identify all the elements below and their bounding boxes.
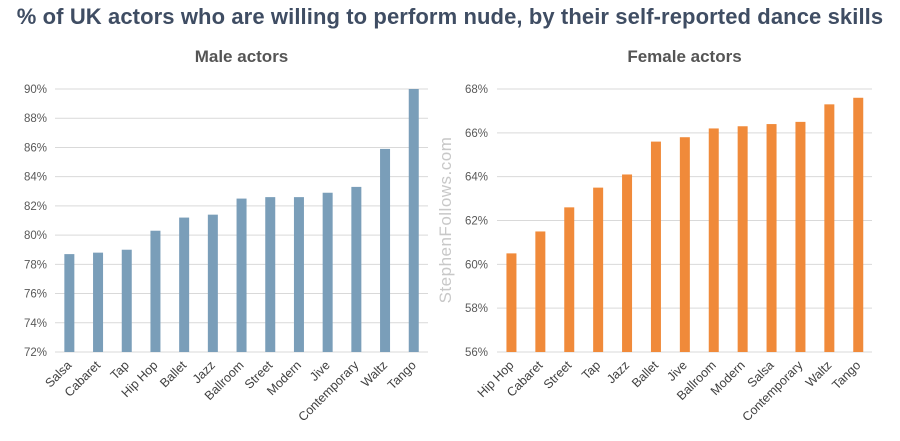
bar xyxy=(150,230,161,352)
panel-title: Female actors xyxy=(627,47,741,66)
bar xyxy=(64,254,75,352)
y-tick-label: 58% xyxy=(465,303,488,315)
x-category-label: Tango xyxy=(385,358,419,392)
y-tick-label: 84% xyxy=(24,172,47,184)
x-category-label: Jazz xyxy=(604,358,632,386)
bar xyxy=(766,124,777,352)
bar xyxy=(737,126,748,352)
bar xyxy=(351,186,362,352)
bar xyxy=(207,214,218,352)
y-tick-label: 78% xyxy=(24,259,47,271)
x-category-label: Tango xyxy=(829,358,863,392)
y-tick-label: 56% xyxy=(465,347,488,359)
bar xyxy=(650,141,661,352)
bar xyxy=(408,89,419,352)
bar xyxy=(795,121,806,352)
bar xyxy=(265,197,276,352)
bar xyxy=(679,137,690,352)
bar xyxy=(179,217,190,352)
bar xyxy=(293,197,304,352)
y-tick-label: 74% xyxy=(24,318,47,330)
bar xyxy=(593,187,604,352)
bar xyxy=(121,249,132,352)
x-category-label: Ballet xyxy=(629,358,661,390)
y-tick-label: 86% xyxy=(24,142,47,154)
y-tick-label: 76% xyxy=(24,289,47,301)
bar xyxy=(322,192,333,352)
x-category-label: Ballet xyxy=(157,358,189,390)
bar xyxy=(708,128,719,352)
y-tick-label: 66% xyxy=(465,128,488,140)
bar xyxy=(535,231,546,352)
y-tick-label: 80% xyxy=(24,230,47,242)
watermark-text: StephenFollows.com xyxy=(436,136,455,304)
bar xyxy=(506,253,517,352)
x-category-label: Tap xyxy=(579,358,603,382)
bar xyxy=(564,207,575,352)
y-tick-label: 64% xyxy=(465,172,488,184)
bar xyxy=(93,252,104,352)
chart-main-title: % of UK actors who are willing to perfor… xyxy=(16,4,884,29)
y-tick-label: 72% xyxy=(24,347,47,359)
y-tick-label: 60% xyxy=(465,259,488,271)
bar xyxy=(236,198,247,352)
bar xyxy=(853,97,864,353)
x-category-label: Waltz xyxy=(803,358,835,390)
y-tick-label: 62% xyxy=(465,216,488,228)
y-tick-label: 82% xyxy=(24,201,47,213)
y-tick-label: 90% xyxy=(24,84,47,96)
bar xyxy=(824,104,835,352)
y-tick-label: 68% xyxy=(465,84,488,96)
x-category-label: Tap xyxy=(108,358,132,382)
bar xyxy=(622,174,633,352)
bar xyxy=(380,148,391,352)
x-category-label: Street xyxy=(541,358,575,392)
panel-title: Male actors xyxy=(195,47,289,66)
chart-panel-male: Male actors 72% 74% 76% 78% 80% 82% 84% 86% 88% 90… xyxy=(24,47,428,424)
x-category-label: Waltz xyxy=(358,358,390,390)
y-tick-label: 88% xyxy=(24,113,47,125)
